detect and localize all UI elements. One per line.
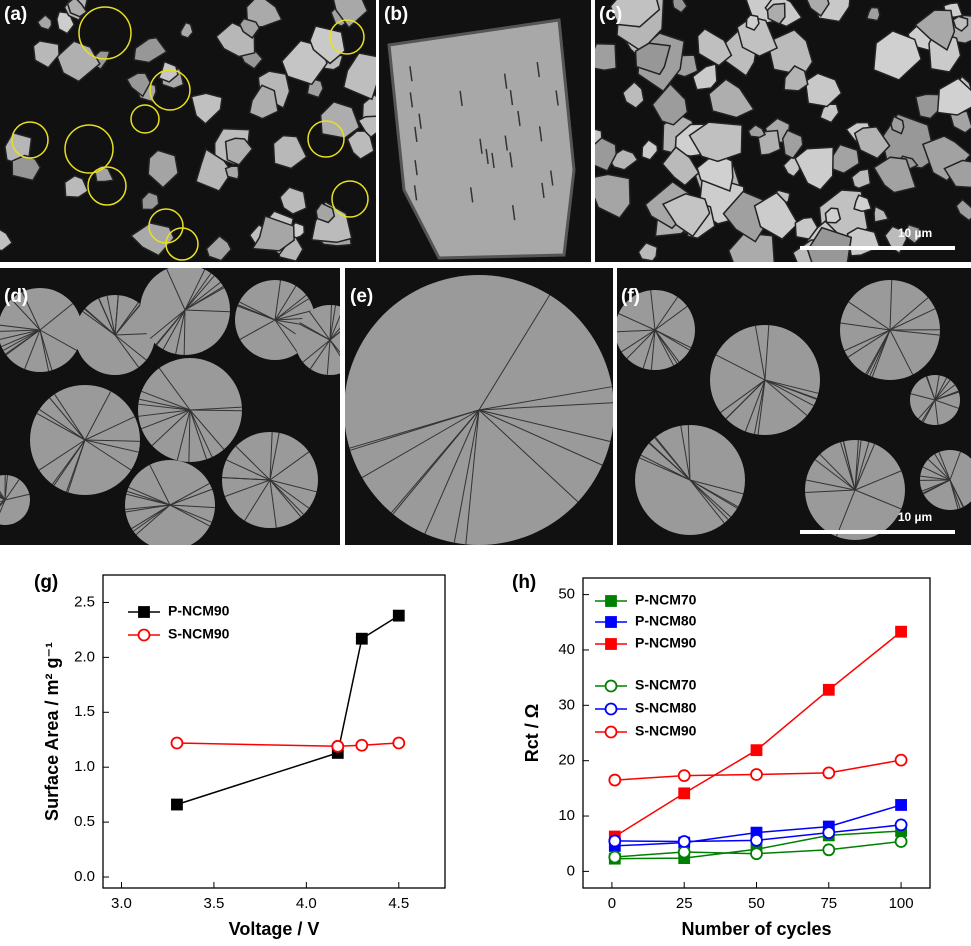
particle — [226, 166, 239, 179]
legend-label: P-NCM70 — [635, 592, 697, 608]
x-tick-label: 4.5 — [388, 895, 409, 912]
data-point — [679, 770, 690, 781]
y-tick-label: 0 — [567, 862, 575, 879]
x-tick-label: 75 — [820, 895, 837, 912]
legend-marker — [139, 607, 149, 617]
data-point — [679, 788, 689, 798]
legend-label: S-NCM70 — [635, 677, 697, 693]
x-tick-label: 50 — [748, 895, 765, 912]
legend-label: P-NCM80 — [635, 613, 697, 629]
legend-label: P-NCM90 — [635, 635, 697, 651]
legend-marker — [606, 596, 616, 606]
particle — [587, 174, 630, 218]
legend-marker — [606, 681, 617, 692]
panel-label: (c) — [599, 4, 622, 25]
data-point — [823, 844, 834, 855]
data-point — [752, 745, 762, 755]
legend-marker — [606, 727, 617, 738]
data-point — [679, 836, 690, 847]
x-tick-label: 4.0 — [296, 895, 317, 912]
y-tick-label: 20 — [558, 752, 575, 769]
data-point — [357, 634, 367, 644]
data-point — [172, 800, 182, 810]
data-point — [751, 848, 762, 859]
micrograph — [379, 0, 591, 262]
x-tick-label: 100 — [889, 895, 914, 912]
legend-marker — [606, 639, 616, 649]
y-tick-label: 2.0 — [74, 648, 95, 665]
x-tick-label: 0 — [608, 895, 616, 912]
panel-label: (e) — [350, 286, 373, 307]
y-tick-label: 0.0 — [74, 868, 95, 885]
panel-label: (b) — [384, 4, 408, 25]
legend-label: P-NCM90 — [168, 603, 230, 619]
y-tick-label: 10 — [558, 807, 575, 824]
y-tick-label: 1.0 — [74, 758, 95, 775]
plot-frame — [103, 575, 445, 888]
y-tick-label: 30 — [558, 696, 575, 713]
y-axis-label: Rct / Ω — [522, 704, 542, 762]
data-point — [393, 738, 404, 749]
micrographs — [0, 0, 971, 550]
y-tick-label: 1.5 — [74, 703, 95, 720]
data-point — [356, 740, 367, 751]
data-point — [609, 852, 620, 863]
panel-label: (f) — [621, 286, 640, 307]
y-tick-label: 40 — [558, 641, 575, 658]
data-point — [896, 800, 906, 810]
panel-label: (d) — [4, 286, 28, 307]
particle — [593, 44, 616, 70]
panel-label: (a) — [4, 4, 27, 25]
data-point — [679, 847, 690, 858]
crack — [190, 410, 242, 411]
scale-bar-label: 10 µm — [898, 226, 932, 240]
y-axis-label: Surface Area / m² g⁻¹ — [42, 642, 62, 821]
data-point — [751, 769, 762, 780]
data-point — [332, 741, 343, 752]
legend-label: S-NCM90 — [635, 723, 697, 739]
data-point — [896, 819, 907, 830]
legend-label: S-NCM90 — [168, 626, 230, 642]
x-tick-label: 3.0 — [111, 895, 132, 912]
legend-label: S-NCM80 — [635, 700, 697, 716]
scale-bar-label: 10 µm — [898, 510, 932, 524]
chart-panel-label: (g) — [34, 572, 58, 593]
y-tick-label: 50 — [558, 586, 575, 603]
micrograph — [0, 0, 387, 262]
data-point — [823, 827, 834, 838]
x-tick-label: 3.5 — [203, 895, 224, 912]
chart-panel-label: (h) — [512, 572, 536, 593]
legend-marker — [606, 704, 617, 715]
legend-marker — [139, 630, 150, 641]
micrograph — [0, 265, 365, 550]
data-point — [896, 627, 906, 637]
data-point — [609, 835, 620, 846]
micrograph — [615, 268, 971, 545]
data-point — [171, 738, 182, 749]
micrograph — [344, 268, 614, 545]
data-point — [896, 755, 907, 766]
data-point — [896, 836, 907, 847]
data-point — [824, 685, 834, 695]
x-tick-label: 25 — [676, 895, 693, 912]
legend-marker — [606, 617, 616, 627]
x-axis-label: Voltage / V — [229, 919, 320, 939]
data-point — [394, 611, 404, 621]
data-point — [823, 767, 834, 778]
x-axis-label: Number of cycles — [681, 919, 831, 939]
data-point — [751, 835, 762, 846]
data-point — [609, 775, 620, 786]
y-tick-label: 2.5 — [74, 593, 95, 610]
y-tick-label: 0.5 — [74, 813, 95, 830]
